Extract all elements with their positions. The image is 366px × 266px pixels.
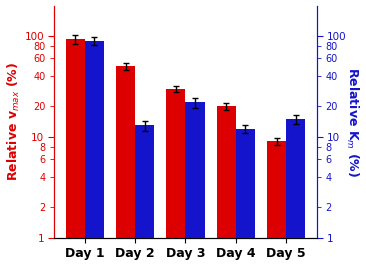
- Bar: [267, 142, 286, 266]
- Bar: [116, 66, 135, 266]
- Y-axis label: Relative K$_m$ (%): Relative K$_m$ (%): [344, 66, 361, 177]
- Bar: [66, 39, 85, 266]
- Bar: [186, 102, 205, 266]
- Bar: [286, 119, 306, 266]
- Bar: [217, 106, 236, 266]
- Y-axis label: Relative v$_{max}$ (%): Relative v$_{max}$ (%): [5, 62, 22, 181]
- Bar: [135, 125, 154, 266]
- Bar: [166, 89, 186, 266]
- Bar: [236, 129, 255, 266]
- Bar: [85, 40, 104, 266]
